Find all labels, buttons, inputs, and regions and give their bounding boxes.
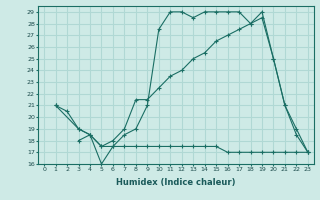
X-axis label: Humidex (Indice chaleur): Humidex (Indice chaleur)	[116, 178, 236, 187]
